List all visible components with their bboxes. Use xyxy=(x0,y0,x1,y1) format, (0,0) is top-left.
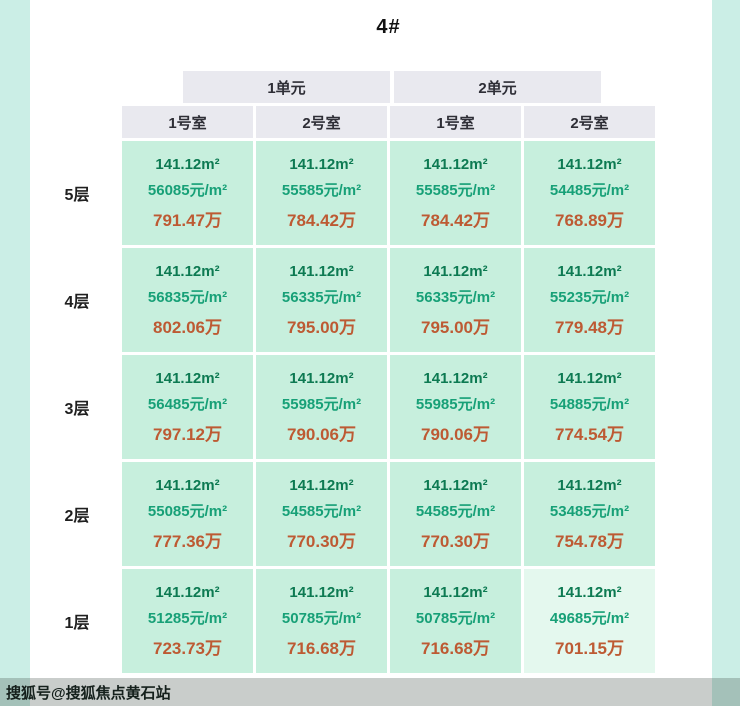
unit-header-row: 1单元 2单元 xyxy=(183,71,695,103)
price-cell: 141.12m² 55585元/m² 784.42万 xyxy=(390,141,521,245)
corner-spacer xyxy=(35,106,119,138)
area-value: 141.12m² xyxy=(423,369,488,387)
unit-price-value: 54585元/m² xyxy=(281,502,362,520)
total-price-value: 784.42万 xyxy=(421,210,490,230)
area-value: 141.12m² xyxy=(423,583,488,601)
unit-price-value: 49685元/m² xyxy=(549,609,630,627)
area-value: 141.12m² xyxy=(289,262,354,280)
area-value: 141.12m² xyxy=(155,369,220,387)
unit-price-value: 56335元/m² xyxy=(415,288,496,306)
price-cell: 141.12m² 56485元/m² 797.12万 xyxy=(122,355,253,459)
price-cell: 141.12m² 54585元/m² 770.30万 xyxy=(256,462,387,566)
price-cell: 141.12m² 56085元/m² 791.47万 xyxy=(122,141,253,245)
unit-price-value: 50785元/m² xyxy=(415,609,496,627)
room-header: 1号室 xyxy=(122,106,253,138)
unit-price-value: 54485元/m² xyxy=(549,181,630,199)
total-price-value: 716.68万 xyxy=(421,638,490,658)
total-price-value: 723.73万 xyxy=(153,638,222,658)
area-value: 141.12m² xyxy=(557,583,622,601)
total-price-value: 770.30万 xyxy=(421,531,490,551)
total-price-value: 774.54万 xyxy=(555,424,624,444)
room-header: 2号室 xyxy=(524,106,655,138)
room-header: 2号室 xyxy=(256,106,387,138)
unit-header-2: 2单元 xyxy=(394,71,601,103)
unit-price-value: 53485元/m² xyxy=(549,502,630,520)
area-value: 141.12m² xyxy=(423,476,488,494)
price-cell: 141.12m² 54885元/m² 774.54万 xyxy=(524,355,655,459)
price-table: 1号室 2号室 1号室 2号室 5层 141.12m² 56085元/m² 79… xyxy=(35,106,655,673)
room-header: 1号室 xyxy=(390,106,521,138)
price-cell: 141.12m² 56335元/m² 795.00万 xyxy=(256,248,387,352)
total-price-value: 790.06万 xyxy=(287,424,356,444)
price-cell: 141.12m² 56835元/m² 802.06万 xyxy=(122,248,253,352)
watermark-text: 搜狐号@搜狐焦点黄石站 xyxy=(6,684,171,702)
unit-price-value: 50785元/m² xyxy=(281,609,362,627)
area-value: 141.12m² xyxy=(289,155,354,173)
building-title: 4# xyxy=(376,16,401,38)
total-price-value: 754.78万 xyxy=(555,531,624,551)
area-value: 141.12m² xyxy=(423,155,488,173)
price-cell: 141.12m² 55085元/m² 777.36万 xyxy=(122,462,253,566)
total-price-value: 802.06万 xyxy=(153,317,222,337)
price-cell: 141.12m² 55985元/m² 790.06万 xyxy=(390,355,521,459)
unit-price-value: 56485元/m² xyxy=(147,395,228,413)
area-value: 141.12m² xyxy=(423,262,488,280)
total-price-value: 716.68万 xyxy=(287,638,356,658)
total-price-value: 768.89万 xyxy=(555,210,624,230)
price-cell: 141.12m² 53485元/m² 754.78万 xyxy=(524,462,655,566)
total-price-value: 791.47万 xyxy=(153,210,222,230)
total-price-value: 770.30万 xyxy=(287,531,356,551)
price-cell: 141.12m² 55585元/m² 784.42万 xyxy=(256,141,387,245)
area-value: 141.12m² xyxy=(289,476,354,494)
unit-price-value: 55985元/m² xyxy=(415,395,496,413)
unit-price-value: 51285元/m² xyxy=(147,609,228,627)
total-price-value: 777.36万 xyxy=(153,531,222,551)
area-value: 141.12m² xyxy=(557,262,622,280)
unit-price-value: 55585元/m² xyxy=(415,181,496,199)
total-price-value: 795.00万 xyxy=(421,317,490,337)
price-cell: 141.12m² 56335元/m² 795.00万 xyxy=(390,248,521,352)
area-value: 141.12m² xyxy=(155,262,220,280)
unit-price-value: 56085元/m² xyxy=(147,181,228,199)
unit-price-value: 55235元/m² xyxy=(549,288,630,306)
total-price-value: 795.00万 xyxy=(287,317,356,337)
unit-header-1: 1单元 xyxy=(183,71,390,103)
price-cell: 141.12m² 51285元/m² 723.73万 xyxy=(122,569,253,673)
price-cell: 141.12m² 55985元/m² 790.06万 xyxy=(256,355,387,459)
area-value: 141.12m² xyxy=(289,369,354,387)
total-price-value: 797.12万 xyxy=(153,424,222,444)
unit-price-value: 55985元/m² xyxy=(281,395,362,413)
area-value: 141.12m² xyxy=(289,583,354,601)
total-price-value: 779.48万 xyxy=(555,317,624,337)
floor-label: 3层 xyxy=(35,355,119,459)
price-table-area: 4# 1单元 2单元 1号室 2号室 1号室 2号室 5层 141.12m² 5… xyxy=(35,0,695,673)
floor-label: 5层 xyxy=(35,141,119,245)
total-price-value: 784.42万 xyxy=(287,210,356,230)
price-cell: 141.12m² 54585元/m² 770.30万 xyxy=(390,462,521,566)
total-price-value: 701.15万 xyxy=(555,638,624,658)
area-value: 141.12m² xyxy=(155,476,220,494)
price-cell: 141.12m² 50785元/m² 716.68万 xyxy=(256,569,387,673)
area-value: 141.12m² xyxy=(155,155,220,173)
unit-price-value: 56335元/m² xyxy=(281,288,362,306)
price-cell: 141.12m² 54485元/m² 768.89万 xyxy=(524,141,655,245)
floor-label: 1层 xyxy=(35,569,119,673)
watermark-bar: 搜狐号@搜狐焦点黄石站 xyxy=(0,678,740,706)
unit-price-value: 55085元/m² xyxy=(147,502,228,520)
price-cell: 141.12m² 55235元/m² 779.48万 xyxy=(524,248,655,352)
area-value: 141.12m² xyxy=(155,583,220,601)
total-price-value: 790.06万 xyxy=(421,424,490,444)
floor-label: 4层 xyxy=(35,248,119,352)
area-value: 141.12m² xyxy=(557,476,622,494)
price-cell: 141.12m² 50785元/m² 716.68万 xyxy=(390,569,521,673)
area-value: 141.12m² xyxy=(557,369,622,387)
unit-price-value: 54885元/m² xyxy=(549,395,630,413)
price-cell: 141.12m² 49685元/m² 701.15万 xyxy=(524,569,655,673)
unit-price-value: 55585元/m² xyxy=(281,181,362,199)
unit-price-value: 56835元/m² xyxy=(147,288,228,306)
unit-price-value: 54585元/m² xyxy=(415,502,496,520)
floor-label: 2层 xyxy=(35,462,119,566)
area-value: 141.12m² xyxy=(557,155,622,173)
